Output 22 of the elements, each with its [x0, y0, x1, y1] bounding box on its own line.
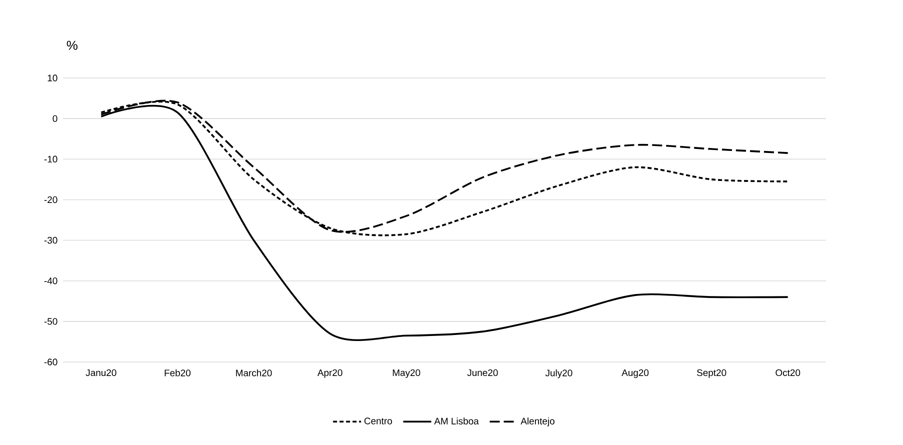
x-tick-label: March20	[236, 369, 272, 376]
y-axis-title: %	[66, 40, 78, 50]
x-tick-label: Sept20	[696, 369, 726, 378]
x-tick-label: Oct20	[776, 369, 800, 376]
x-tick-label: May20	[392, 369, 420, 378]
y-tick-label: -20	[44, 196, 58, 204]
y-tick-label: 10	[48, 74, 58, 82]
x-tick-label: Apr20	[317, 369, 342, 378]
legend-label: Alentejo	[520, 418, 554, 426]
x-tick-label: July20	[545, 369, 572, 378]
legend-label: AM Lisboa	[434, 418, 479, 424]
x-tick-label: Aug20	[622, 369, 649, 378]
y-tick-label: -10	[44, 156, 58, 162]
y-tick-label: -50	[44, 318, 58, 325]
x-tick-label: June20	[467, 369, 498, 376]
y-tick-label: -60	[44, 358, 58, 366]
y-tick-label: -40	[44, 278, 58, 284]
x-tick-label: Janu20	[86, 369, 116, 376]
y-tick-label: -30	[44, 236, 58, 244]
x-tick-label: Feb20	[164, 369, 190, 376]
legend-label: Centro	[364, 418, 392, 424]
y-tick-label: 0	[52, 115, 58, 122]
